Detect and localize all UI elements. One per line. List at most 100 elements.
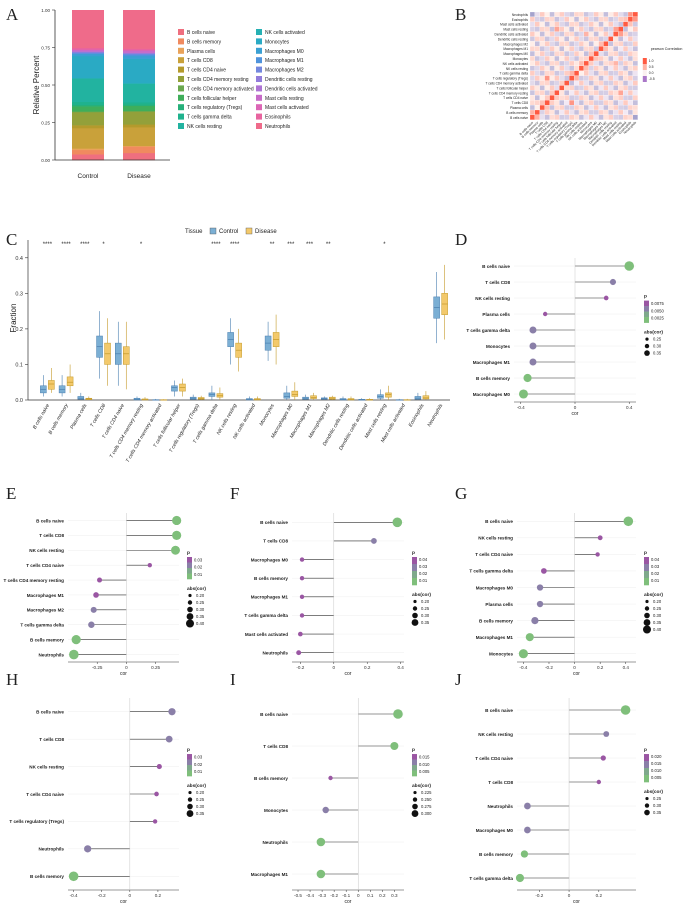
lolli-label-D: T cells gamma delta (466, 328, 510, 333)
b-cell (578, 85, 585, 91)
b-cell (573, 100, 580, 106)
b-cell (554, 65, 560, 71)
lolli-label-H: Neutrophils (38, 847, 64, 852)
a-bar-segment (123, 82, 155, 84)
b-cell (573, 65, 580, 71)
b-cell (529, 70, 536, 76)
b-cell (588, 36, 594, 42)
b-cell (608, 16, 614, 22)
lolli-size-tick-H: 0.30 (196, 804, 205, 809)
lolli-label-I: Macrophages M1 (251, 872, 289, 877)
b-cell (608, 65, 614, 71)
b-cell (618, 85, 624, 91)
b-cell (588, 90, 594, 96)
a-legend-label: Eosinophils (265, 115, 291, 121)
c-box (310, 395, 317, 399)
b-cell (613, 85, 619, 91)
b-cell (632, 70, 638, 76)
b-cell (569, 51, 575, 57)
lolli-p-gradient-F (412, 578, 417, 586)
lolli-xtick-label-I: 0.2 (379, 893, 386, 898)
c-significance: **** (61, 242, 71, 248)
b-row-label: T cells gamma delta (500, 72, 529, 76)
b-row-label: Mast cells activated (500, 23, 528, 27)
b-cell (593, 21, 599, 27)
lolli-size-tick-I: 0.250 (421, 797, 432, 802)
b-cell (578, 55, 585, 62)
lolli-xtick-label-J: -0.2 (535, 893, 543, 898)
lolli-xtick-label-H: -0.2 (98, 893, 106, 898)
lolli-xtick-label-I: -0.3 (318, 893, 326, 898)
b-cell (549, 60, 555, 67)
lolli-label-G: Macrophages M1 (476, 635, 514, 640)
lolli-xtick-label-G: 0 (573, 665, 576, 670)
a-legend-swatch (256, 104, 262, 111)
b-cell (573, 41, 580, 47)
a-bar-segment (72, 49, 104, 51)
lolli-label-I: B cells naive (260, 712, 288, 717)
a-bar-segment (123, 111, 155, 125)
b-cell (573, 75, 580, 81)
b-cell (564, 85, 570, 91)
lolli-dot-D (529, 342, 537, 350)
a-legend-label: Dendritic cells resting (265, 77, 313, 83)
b-row-label: NK cells activated (503, 62, 529, 66)
b-cell (588, 60, 594, 67)
a-legend-swatch (178, 85, 184, 92)
a-ylabel: Relative Percent (32, 55, 41, 114)
lolli-label-D: B cells naive (482, 264, 510, 269)
b-cell (573, 109, 580, 116)
a-bar-segment (72, 148, 104, 151)
b-cell (573, 31, 580, 37)
b-legend-title: pearson Correlation (651, 47, 683, 51)
b-cell (583, 104, 589, 111)
lolli-p-tick-J: 0.020 (651, 754, 662, 759)
b-cell (603, 90, 609, 96)
lolli-dot-J (524, 802, 531, 810)
b-cell (603, 31, 609, 37)
b-cell (622, 100, 629, 106)
b-cell (603, 55, 609, 62)
lolli-p-tick-F: 0.01 (419, 578, 428, 583)
c-significance: **** (230, 242, 240, 248)
lolli-size-tick-H: 0.25 (196, 797, 205, 802)
a-legend-swatch (178, 123, 184, 129)
b-cell (598, 114, 604, 120)
b-cell (593, 109, 599, 116)
a-bar-segment (72, 149, 104, 155)
a-bar-segment (123, 10, 155, 49)
b-cell (534, 85, 540, 91)
b-cell (529, 85, 536, 91)
b-cell (593, 85, 599, 91)
b-cell (573, 51, 580, 57)
lolli-xtick-label-J: 0 (568, 893, 571, 898)
lolli-xtick-label-I: -0.5 (294, 893, 302, 898)
lolli-label-E: NK cells resting (29, 548, 64, 553)
lolli-dot-F (299, 575, 305, 581)
c-significance: * (102, 242, 105, 248)
lolli-p-tick-E: 0.01 (194, 572, 203, 577)
lolli-label-D: NK cells resting (475, 296, 510, 301)
b-cell (593, 90, 599, 96)
b-cell (593, 95, 599, 101)
c-legend-title: Tissue (185, 229, 203, 235)
lolli-p-gradient-H (187, 754, 192, 760)
b-cell (539, 114, 545, 120)
b-cell (588, 11, 594, 18)
b-cell (603, 26, 609, 32)
c-box (385, 392, 392, 398)
a-legend-label: Dendritic cells activated (265, 86, 318, 92)
lolli-xtick-label-I: 0 (357, 893, 360, 898)
lolli-label-F: B cells memory (254, 576, 288, 581)
b-cell (539, 51, 545, 57)
b-cell (608, 104, 614, 111)
lolli-size-tick-E: 0.40 (196, 621, 205, 626)
b-cell (573, 46, 580, 52)
lolli-size-dot-E (188, 593, 192, 598)
b-cell (544, 95, 550, 101)
b-cell (622, 90, 629, 96)
c-ytick-label: 0.1 (15, 362, 23, 368)
b-cell (588, 100, 594, 106)
b-cell (613, 31, 619, 37)
b-cell (549, 31, 555, 37)
